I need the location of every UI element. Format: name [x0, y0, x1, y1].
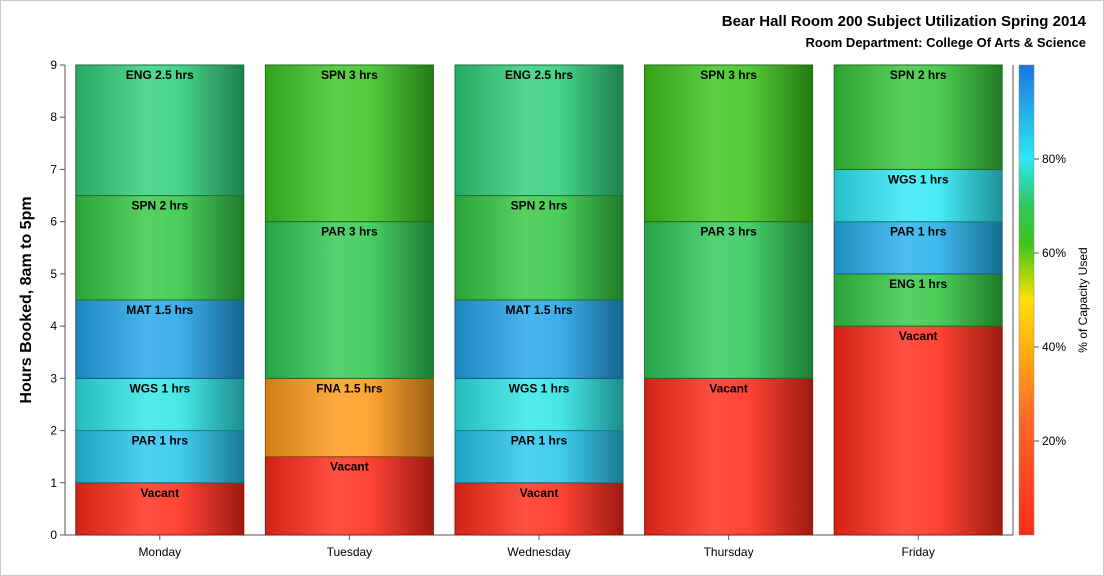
chart-subtitle: Room Department: College Of Arts & Scien…	[805, 35, 1086, 50]
bar-segment	[454, 195, 624, 301]
bar-segment-label: PAR 1 hrs	[132, 434, 189, 448]
bar-segment-label: SPN 2 hrs	[890, 68, 947, 82]
bar-segment-label: ENG 1 hrs	[889, 277, 947, 291]
colorbar-tick-label: 20%	[1042, 434, 1066, 448]
bar-segment	[75, 482, 245, 536]
bar-segment	[644, 221, 814, 379]
bar-segment-label: Vacant	[520, 486, 559, 500]
y-tick-label: 2	[50, 424, 57, 438]
bar-segment	[454, 377, 624, 432]
y-tick-label: 7	[50, 162, 57, 176]
bar-segment	[454, 64, 624, 197]
bar-segment	[264, 456, 434, 536]
colorbar-tick-label: 80%	[1042, 152, 1066, 166]
x-tick-label: Monday	[138, 545, 181, 559]
y-tick-label: 1	[50, 476, 57, 490]
bar-segment	[264, 221, 434, 379]
bar-segment-label: MAT 1.5 hrs	[505, 303, 572, 317]
bar-segment	[75, 64, 245, 197]
bar-segment	[75, 377, 245, 432]
x-tick-label: Tuesday	[327, 545, 373, 559]
bar-segment-label: ENG 2.5 hrs	[505, 68, 573, 82]
bar-segment	[75, 195, 245, 301]
y-tick-label: 0	[50, 528, 57, 542]
chart-title: Bear Hall Room 200 Subject Utilization S…	[722, 13, 1087, 30]
bar-segment	[833, 64, 1003, 170]
bar-segment-label: Vacant	[140, 486, 179, 500]
bar-segment	[833, 168, 1003, 223]
y-tick-label: 8	[50, 110, 57, 124]
y-axis-label: Hours Booked, 8am to 5pm	[18, 196, 35, 403]
bar-segment	[264, 377, 434, 458]
x-tick-label: Wednesday	[507, 545, 570, 559]
bar-segment-label: SPN 3 hrs	[321, 68, 378, 82]
bar-segment	[833, 221, 1003, 275]
bar-segment-label: Vacant	[330, 460, 369, 474]
bar-segment	[75, 430, 245, 484]
bar-segment-label: SPN 2 hrs	[511, 199, 568, 213]
x-tick-label: Thursday	[704, 545, 754, 559]
bar-segment	[644, 377, 814, 536]
bar-segment	[644, 64, 814, 223]
bar-segment	[454, 430, 624, 484]
colorbar-legend: 20% 40% 60% 80% % of Capacity Used	[1018, 64, 1090, 536]
bar-segment	[833, 325, 1003, 536]
bar-segment	[264, 64, 434, 223]
plot-area: 0 1 2 3 4 5 6 7 8 9 Vacant PAR 1 hrs WGS 1 hrs MAT 1.…	[50, 58, 1014, 559]
bar-segment-label: WGS 1 hrs	[509, 381, 570, 395]
bar-segment-label: SPN 3 hrs	[700, 68, 757, 82]
bar-segment-label: MAT 1.5 hrs	[126, 303, 193, 317]
bar-segment-label: PAR 1 hrs	[511, 434, 568, 448]
bar-segment-label: WGS 1 hrs	[888, 172, 949, 186]
bar-segment-label: Vacant	[899, 329, 938, 343]
colorbar-tick-label: 60%	[1042, 246, 1066, 260]
y-tick-label: 4	[50, 319, 57, 333]
bar-segment-label: SPN 2 hrs	[131, 199, 188, 213]
bar-segment	[75, 299, 245, 379]
colorbar-tick-label: 40%	[1042, 340, 1066, 354]
bar-segment-label: PAR 1 hrs	[890, 225, 947, 239]
y-tick-label: 6	[50, 215, 57, 229]
bar-segment	[833, 273, 1003, 327]
colorbar	[1018, 64, 1035, 536]
bar-segment-label: FNA 1.5 hrs	[316, 381, 383, 395]
y-tick-label: 9	[50, 58, 57, 72]
colorbar-label: % of Capacity Used	[1076, 247, 1090, 352]
y-tick-label: 3	[50, 371, 57, 385]
bar-segment-label: PAR 3 hrs	[700, 225, 757, 239]
y-tick-label: 5	[50, 267, 57, 281]
bar-segment-label: PAR 3 hrs	[321, 225, 378, 239]
bar-segment-label: Vacant	[709, 381, 748, 395]
bar-segment-label: WGS 1 hrs	[129, 381, 190, 395]
x-tick-label: Friday	[902, 545, 935, 559]
bar-segment	[454, 299, 624, 379]
bar-segment-label: ENG 2.5 hrs	[126, 68, 194, 82]
